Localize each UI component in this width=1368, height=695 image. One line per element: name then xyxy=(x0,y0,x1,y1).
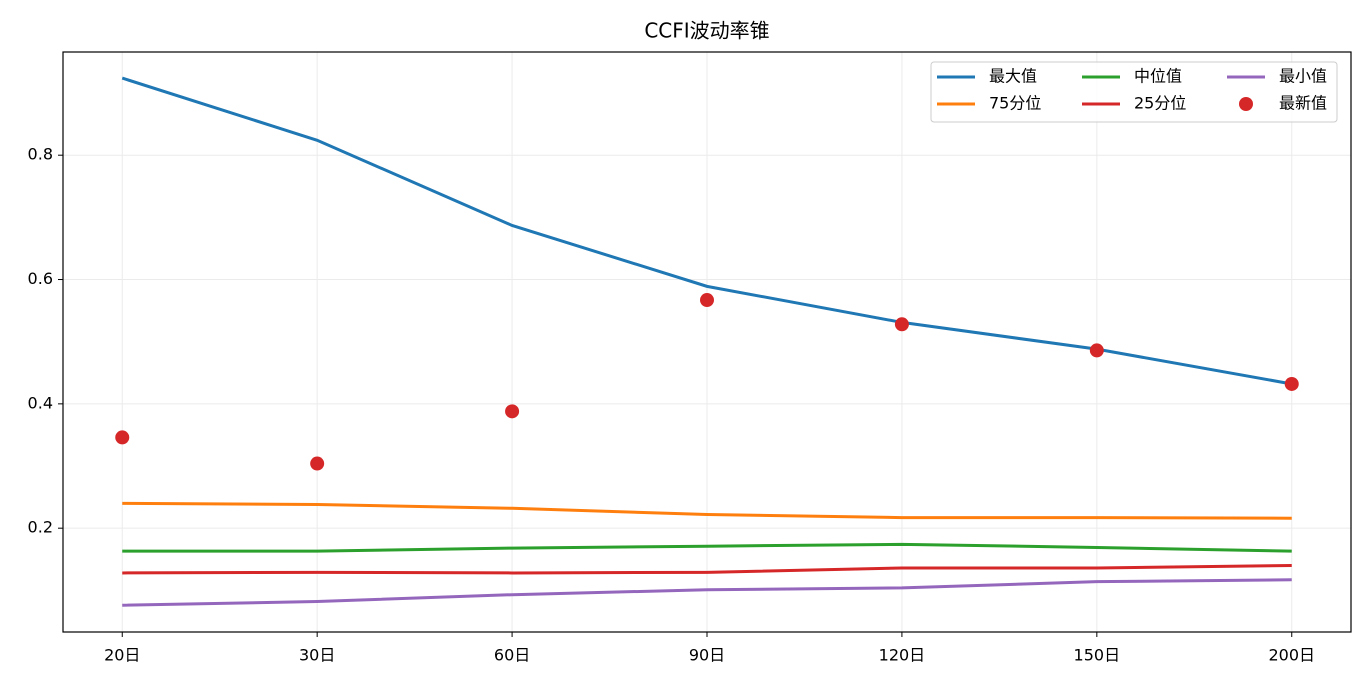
legend-label: 中位值 xyxy=(1134,67,1182,86)
x-tick-label: 20日 xyxy=(104,646,140,665)
legend-label: 25分位 xyxy=(1134,94,1186,113)
scatter-point xyxy=(115,430,130,445)
x-tick-label: 200日 xyxy=(1268,646,1315,665)
legend-label: 最小值 xyxy=(1279,67,1327,86)
y-tick-label: 0.6 xyxy=(28,269,53,288)
series-line xyxy=(122,501,1292,520)
scatter-point xyxy=(894,317,909,332)
series-line xyxy=(122,542,1292,553)
chart-title: CCFI波动率锥 xyxy=(644,19,769,43)
legend-marker xyxy=(1239,97,1253,111)
legend-label: 最新值 xyxy=(1279,94,1327,113)
series-line xyxy=(122,563,1292,575)
y-tick-label: 0.8 xyxy=(28,145,53,164)
x-tick-label: 120日 xyxy=(879,646,926,665)
legend-label: 75分位 xyxy=(989,94,1041,113)
x-tick-label: 30日 xyxy=(299,646,335,665)
scatter-point xyxy=(505,404,520,419)
scatter-point xyxy=(700,293,714,308)
legend-label: 最大值 xyxy=(989,67,1037,86)
series-line xyxy=(122,578,1292,607)
scatter-point xyxy=(1089,343,1104,358)
y-tick-label: 0.4 xyxy=(28,393,53,412)
x-tick-label: 150日 xyxy=(1074,646,1121,665)
scatter-point xyxy=(310,456,325,471)
x-tick-label: 60日 xyxy=(494,646,530,665)
scatter-point xyxy=(1284,376,1299,391)
x-tick-label: 90日 xyxy=(689,646,725,665)
plot-frame xyxy=(62,51,1352,633)
y-tick-label: 0.2 xyxy=(28,518,53,537)
